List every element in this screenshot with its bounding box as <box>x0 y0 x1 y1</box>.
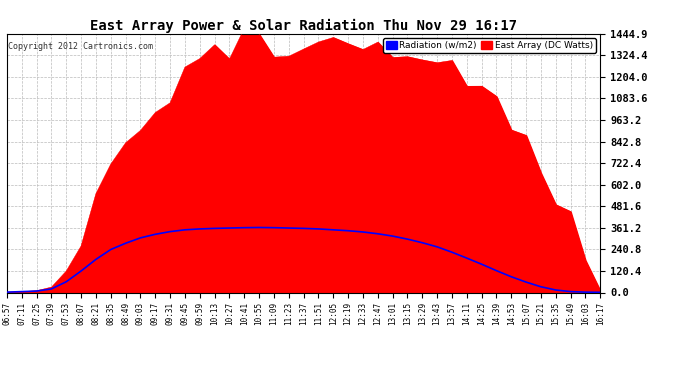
Legend: Radiation (w/m2), East Array (DC Watts): Radiation (w/m2), East Array (DC Watts) <box>383 38 595 53</box>
Title: East Array Power & Solar Radiation Thu Nov 29 16:17: East Array Power & Solar Radiation Thu N… <box>90 18 518 33</box>
Text: Copyright 2012 Cartronics.com: Copyright 2012 Cartronics.com <box>8 42 153 51</box>
